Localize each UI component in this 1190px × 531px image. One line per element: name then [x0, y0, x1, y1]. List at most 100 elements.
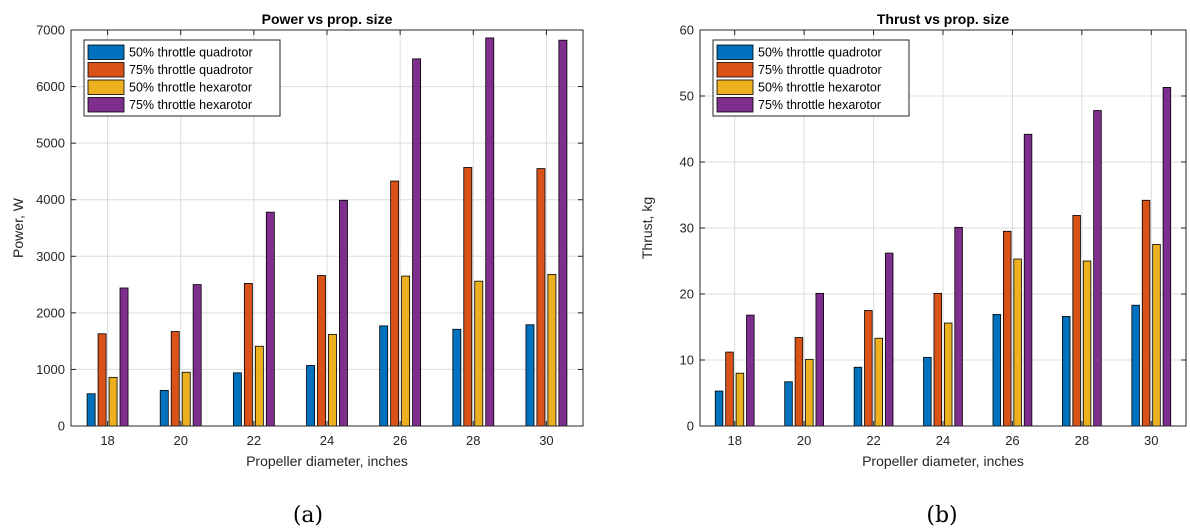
bar: [547, 273, 557, 427]
bar: [746, 314, 755, 427]
figure-caption: (a): [293, 503, 323, 528]
bar: [558, 39, 568, 427]
legend-swatch: [716, 97, 754, 113]
bar: [525, 324, 535, 427]
bar: [1023, 133, 1033, 427]
x-tick-label: 30: [1144, 433, 1158, 448]
bar: [401, 275, 411, 427]
x-tick-label: 24: [320, 433, 334, 448]
legend-swatch: [87, 79, 125, 95]
bar: [864, 310, 873, 427]
bar: [108, 376, 118, 427]
x-tick-label: 18: [100, 433, 114, 448]
bar: [97, 333, 107, 427]
bar: [1082, 260, 1092, 427]
bar: [170, 331, 180, 427]
bar: [1062, 316, 1071, 427]
bar: [265, 211, 275, 427]
x-tick-label: 20: [797, 433, 811, 448]
legend-swatch: [87, 44, 125, 60]
bar: [714, 390, 724, 427]
bar: [390, 180, 400, 427]
x-tick-label: 26: [393, 433, 407, 448]
bar: [1003, 230, 1012, 427]
y-tick-label: 2000: [36, 305, 65, 320]
bar: [181, 371, 191, 427]
legend-swatch: [716, 62, 754, 78]
y-tick-label: 3000: [36, 249, 65, 264]
x-tick-label: 20: [173, 433, 187, 448]
y-tick-label: 1000: [36, 362, 65, 377]
bar: [884, 252, 894, 427]
y-tick-label: 50: [680, 89, 694, 104]
legend-swatch: [87, 97, 125, 113]
chart-title: Thrust vs prop. size: [877, 11, 1009, 27]
bar: [853, 366, 863, 427]
figure-caption: (b): [926, 503, 957, 528]
bar: [923, 356, 932, 427]
power-chart: 0 1000 2000 3000 4000 5000 6000 7000 18 20 22 24 26 2…: [10, 11, 584, 528]
x-tick-label: 28: [1075, 433, 1089, 448]
bar: [452, 328, 462, 427]
y-tick-label: 0: [58, 419, 65, 434]
legend-label: 75% throttle hexarotor: [758, 98, 881, 112]
legend-swatch: [87, 62, 125, 78]
legend-label: 50% throttle quadrotor: [129, 46, 253, 60]
bar: [794, 337, 804, 427]
bar: [1131, 304, 1140, 427]
bar: [815, 292, 824, 427]
bar: [725, 351, 734, 427]
y-tick-label: 30: [680, 221, 694, 236]
bar: [159, 389, 169, 427]
y-tick-label: 0: [687, 419, 694, 434]
bar: [954, 226, 963, 427]
bar: [119, 287, 129, 427]
x-axis-label: Propeller diameter, inches: [246, 453, 408, 469]
bar: [735, 372, 745, 427]
bar: [232, 372, 242, 427]
bar: [243, 283, 253, 427]
bar: [192, 284, 202, 427]
bar: [992, 314, 1002, 427]
legend-swatch: [716, 44, 754, 60]
legend-label: 50% throttle hexarotor: [758, 81, 881, 95]
legend-swatch: [716, 79, 754, 95]
bar: [306, 365, 315, 427]
bar: [474, 280, 484, 427]
bar: [379, 325, 389, 427]
x-tick-label: 22: [247, 433, 261, 448]
y-axis-label: Power, W: [10, 197, 26, 258]
legend-label: 50% throttle hexarotor: [129, 81, 252, 95]
bar: [1013, 258, 1022, 427]
legend-label: 75% throttle quadrotor: [129, 63, 253, 77]
chart-title: Power vs prop. size: [262, 11, 393, 27]
bar: [1093, 110, 1102, 427]
x-tick-label: 22: [866, 433, 880, 448]
bar: [1141, 199, 1151, 427]
y-axis-label: Thrust, kg: [639, 197, 655, 259]
x-tick-label: 18: [727, 433, 741, 448]
bar: [86, 393, 96, 427]
bar: [485, 37, 495, 427]
x-tick-label: 24: [936, 433, 950, 448]
bar: [536, 168, 546, 427]
bar: [1072, 215, 1081, 427]
thrust-chart: 0 10 20 30 40 50 60 18 20 22 24 26 28 30 Thrust vs pro…: [639, 11, 1187, 528]
legend-label: 75% throttle hexarotor: [129, 98, 252, 112]
bar: [874, 337, 883, 427]
x-tick-label: 28: [466, 433, 480, 448]
x-axis-label: Propeller diameter, inches: [862, 453, 1024, 469]
x-tick-label: 30: [539, 433, 553, 448]
bar: [317, 275, 326, 427]
bar: [1162, 87, 1172, 427]
bar: [339, 199, 348, 427]
bar: [784, 381, 793, 427]
y-tick-label: 60: [680, 23, 694, 38]
y-tick-label: 5000: [36, 136, 65, 151]
bar: [1152, 244, 1161, 427]
y-tick-label: 20: [680, 287, 694, 302]
x-tick-label: 26: [1005, 433, 1019, 448]
bar: [463, 167, 473, 427]
bar: [254, 345, 264, 427]
